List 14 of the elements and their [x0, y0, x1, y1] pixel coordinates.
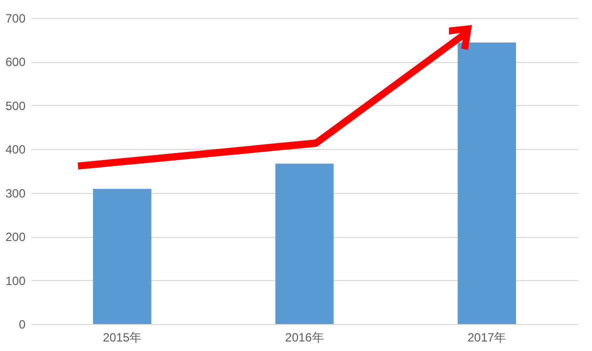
bar [458, 42, 516, 324]
y-tick-label: 500 [5, 98, 26, 113]
y-tick-label: 0 [18, 318, 26, 332]
y-tick-label: 300 [5, 186, 26, 200]
y-tick-label: 200 [5, 230, 26, 244]
bar [275, 164, 334, 324]
y-tick-label: 400 [5, 142, 26, 157]
y-tick-label: 100 [5, 274, 26, 288]
x-tick-label: 2016年 [285, 330, 324, 344]
x-tick-label: 2015年 [102, 330, 142, 344]
y-tick-label: 700 [5, 12, 26, 26]
x-tick-label: 2017年 [467, 330, 506, 344]
bar [92, 188, 152, 324]
y-tick-label: 600 [5, 55, 26, 70]
